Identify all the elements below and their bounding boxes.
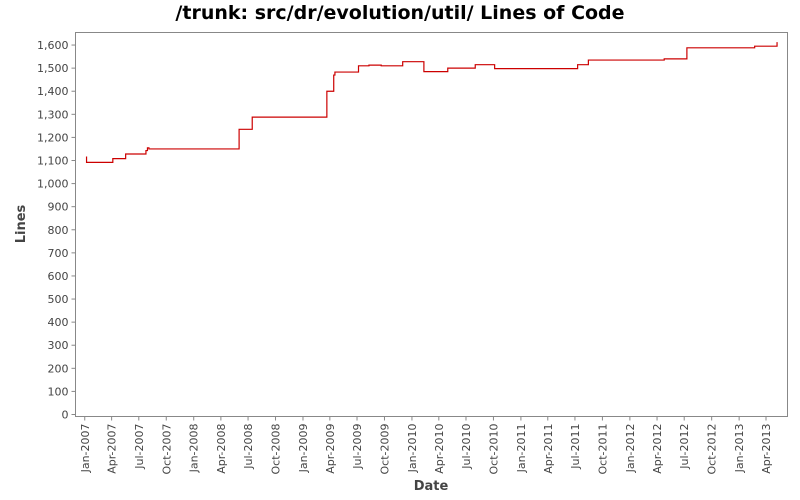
y-tick-label: 300 (48, 339, 69, 352)
x-tick-label: Oct-2007 (160, 424, 173, 475)
x-tick-label: Jan-2011 (515, 424, 528, 474)
y-tick-label: 0 (62, 409, 69, 422)
x-tick-label: Oct-2009 (378, 424, 391, 475)
y-tick-label: 600 (48, 270, 69, 283)
y-tick-label: 900 (48, 201, 69, 214)
x-tick-label: Oct-2008 (270, 424, 283, 475)
x-axis-title: Date (414, 479, 449, 494)
x-tick-label: Jul-2010 (460, 424, 473, 470)
x-tick-label: Jan-2013 (733, 424, 746, 474)
x-tick-label: Apr-2010 (433, 424, 446, 474)
x-tick-label: Oct-2010 (487, 424, 500, 475)
y-axis-title: Lines (14, 204, 29, 243)
x-tick-label: Apr-2009 (324, 424, 337, 474)
series-layer (85, 42, 778, 163)
y-tick-label: 800 (48, 224, 69, 237)
x-tick-label: Jan-2009 (297, 424, 310, 474)
plot-area (75, 32, 788, 417)
y-tick-label: 1,200 (37, 131, 69, 144)
x-axis: Jan-2007 Apr-2007 Jul-2007 Oct-2007 Jan-2008… (79, 416, 773, 475)
x-tick-label: Apr-2007 (106, 424, 119, 474)
y-tick-label: 100 (48, 385, 69, 398)
y-tick-label: 1,300 (37, 108, 69, 121)
y-tick-label: 1,400 (37, 85, 69, 98)
x-tick-label: Jan-2007 (79, 424, 92, 474)
x-tick-label: Jan-2012 (624, 424, 637, 474)
series-line (85, 42, 778, 163)
x-tick-label: Jan-2008 (188, 424, 201, 474)
x-tick-label: Apr-2013 (760, 424, 773, 474)
y-tick-label: 200 (48, 362, 69, 375)
y-tick-label: 1,000 (37, 178, 69, 191)
y-tick-label: 1,100 (37, 155, 69, 168)
x-tick-label: Jul-2012 (678, 424, 691, 470)
y-tick-label: 400 (48, 316, 69, 329)
y-tick-label: 1,600 (37, 39, 69, 52)
x-tick-label: Apr-2012 (651, 424, 664, 474)
y-axis: 0 100 200 300 400 500 600 700 800 900 1,000 1,100 1,… (37, 39, 76, 422)
x-tick-label: Jan-2010 (406, 424, 419, 474)
chart-title: /trunk: src/dr/evolution/util/ Lines of … (175, 2, 625, 24)
y-tick-label: 1,500 (37, 62, 69, 75)
y-tick-label: 500 (48, 293, 69, 306)
x-tick-label: Apr-2011 (542, 424, 555, 474)
x-tick-label: Jul-2007 (133, 424, 146, 470)
x-tick-label: Apr-2008 (215, 424, 228, 474)
x-tick-label: Jul-2009 (351, 424, 364, 470)
x-tick-label: Oct-2011 (596, 424, 609, 475)
x-tick-label: Oct-2012 (706, 424, 719, 475)
x-tick-label: Jul-2008 (242, 424, 255, 470)
y-tick-label: 700 (48, 247, 69, 260)
x-tick-label: Jul-2011 (569, 424, 582, 470)
